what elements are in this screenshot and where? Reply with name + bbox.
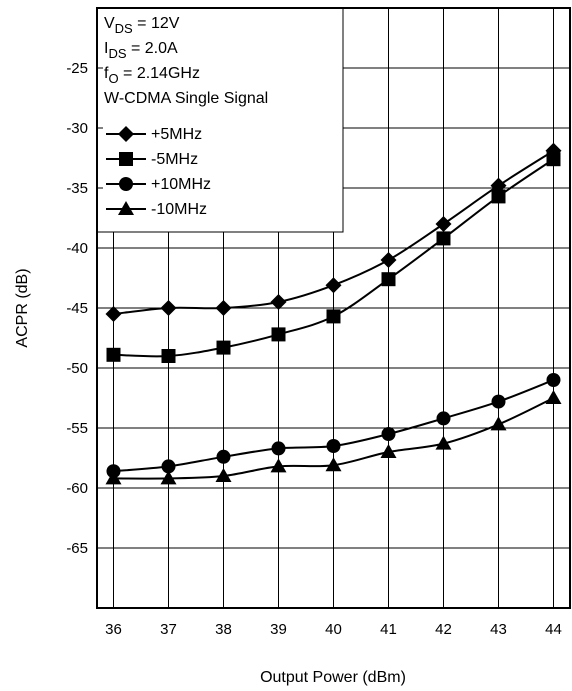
x-tick-label: 36	[105, 621, 122, 638]
data-point	[380, 444, 397, 458]
data-point	[381, 427, 396, 441]
y-tick-label: -40	[66, 240, 88, 257]
data-point	[436, 411, 451, 426]
condition-value: = 12V	[133, 15, 180, 32]
x-tick-label: 39	[270, 621, 287, 638]
condition-line: W-CDMA Single Signal	[104, 90, 268, 107]
data-point	[216, 340, 231, 355]
x-tick-label: 43	[490, 621, 507, 638]
y-tick-label: -60	[66, 480, 88, 497]
condition-line: IDS = 2.0A	[104, 40, 178, 61]
data-point	[161, 349, 176, 363]
y-tick-label: -30	[66, 120, 88, 137]
data-point	[435, 435, 452, 450]
x-tick-label: 37	[160, 621, 177, 638]
series-diamond	[105, 142, 562, 322]
data-point	[325, 457, 342, 472]
data-point	[161, 459, 176, 474]
legend-entry: +10MHz	[106, 176, 211, 193]
data-point	[270, 294, 287, 310]
data-point	[546, 152, 561, 167]
legend-marker	[119, 152, 133, 166]
data-point	[105, 470, 122, 485]
y-axis: -25 -30 -35 -40 -45 -50 -55 -60 -65	[66, 60, 103, 557]
data-point	[216, 449, 231, 464]
data-point	[271, 327, 286, 342]
data-point	[490, 416, 507, 431]
data-point	[546, 373, 561, 387]
x-tick-label: 38	[215, 621, 232, 638]
data-point	[160, 300, 177, 316]
x-axis: 36 37 38 39 40 41 42 43 44	[105, 621, 562, 638]
x-tick-label: 44	[545, 621, 562, 638]
legend-entry: -5MHz	[106, 151, 198, 168]
data-point	[326, 439, 341, 453]
data-point	[105, 306, 122, 322]
data-point	[381, 272, 396, 287]
x-axis-title: Output Power (dBm)	[260, 669, 406, 686]
data-point	[215, 468, 232, 482]
condition-symbol: f	[104, 65, 109, 82]
legend-marker	[119, 177, 133, 191]
data-point	[215, 300, 232, 316]
condition-value: = 2.14GHz	[119, 65, 200, 82]
legend-label: -5MHz	[151, 151, 198, 168]
series-square	[106, 152, 561, 363]
data-point	[436, 231, 451, 246]
series-circle	[106, 373, 561, 479]
y-tick-label: -35	[66, 180, 88, 197]
condition-symbol: W-CDMA Single Signal	[104, 90, 268, 107]
data-point	[326, 309, 341, 324]
y-tick-label: -25	[66, 60, 88, 77]
condition-line: VDS = 12V	[104, 15, 180, 36]
condition-symbol: I	[104, 40, 108, 57]
condition-subscript: DS	[108, 46, 126, 61]
y-tick-label: -50	[66, 360, 88, 377]
data-point	[160, 470, 177, 485]
y-tick-label: -55	[66, 420, 88, 437]
legend-marker	[118, 126, 134, 142]
data-point	[491, 394, 506, 409]
condition-subscript: O	[108, 71, 118, 86]
data-point	[491, 189, 506, 204]
data-point	[380, 252, 397, 268]
condition-subscript: DS	[115, 21, 133, 36]
x-tick-label: 41	[380, 621, 397, 638]
legend-box	[96, 7, 344, 233]
y-tick-label: -45	[66, 300, 88, 317]
legend-entry: +5MHz	[106, 126, 202, 143]
legend-label: -10MHz	[151, 201, 207, 218]
y-tick-label: -65	[66, 540, 88, 557]
data-point	[270, 458, 287, 473]
condition-line: fO = 2.14GHz	[104, 65, 200, 86]
y-axis-title: ACPR (dB)	[14, 268, 31, 347]
legend-entry: -10MHz	[106, 201, 207, 218]
legend-marker	[118, 201, 134, 215]
x-tick-label: 40	[325, 621, 342, 638]
x-tick-label: 42	[435, 621, 452, 638]
legend-label: +5MHz	[151, 126, 202, 143]
condition-symbol: V	[104, 15, 115, 32]
grid	[97, 8, 570, 608]
legend-label: +10MHz	[151, 176, 211, 193]
condition-value: = 2.0A	[127, 40, 178, 57]
data-point	[325, 277, 342, 294]
data-point	[545, 390, 562, 404]
plot-area	[105, 142, 562, 485]
data-point	[106, 347, 121, 362]
series-triangle	[105, 390, 562, 485]
data-point	[271, 441, 286, 456]
data-point	[435, 216, 452, 232]
